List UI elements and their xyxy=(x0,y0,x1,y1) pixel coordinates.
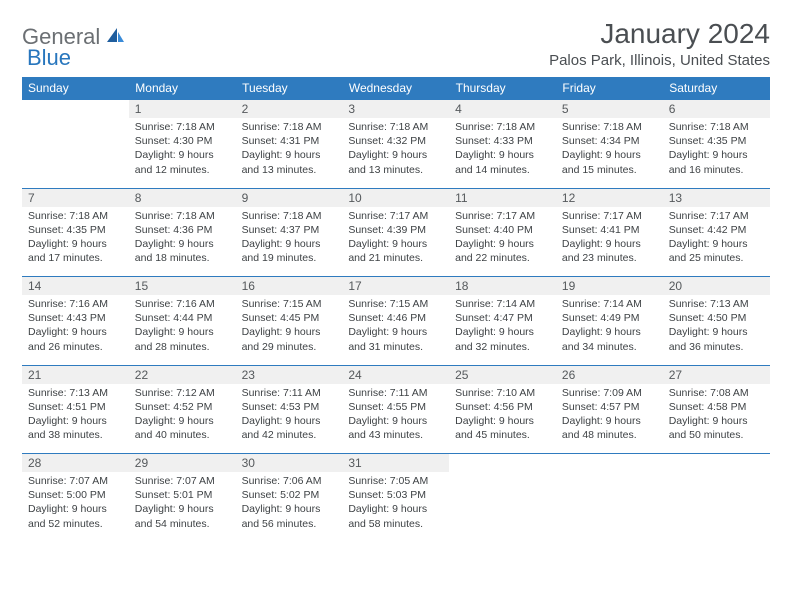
day-content-cell xyxy=(663,472,770,542)
day-number-cell: 10 xyxy=(342,188,449,207)
day-content-cell xyxy=(556,472,663,542)
day-content-cell: Sunrise: 7:18 AMSunset: 4:33 PMDaylight:… xyxy=(449,118,556,188)
content-row: Sunrise: 7:16 AMSunset: 4:43 PMDaylight:… xyxy=(22,295,770,365)
day-number-cell: 25 xyxy=(449,365,556,384)
logo-text-blue: Blue xyxy=(27,45,71,70)
day-content-cell: Sunrise: 7:15 AMSunset: 4:45 PMDaylight:… xyxy=(236,295,343,365)
day-number-cell: 9 xyxy=(236,188,343,207)
day-content-cell: Sunrise: 7:18 AMSunset: 4:32 PMDaylight:… xyxy=(342,118,449,188)
day-content-cell: Sunrise: 7:16 AMSunset: 4:44 PMDaylight:… xyxy=(129,295,236,365)
day-number-cell: 16 xyxy=(236,277,343,296)
day-number-cell: 12 xyxy=(556,188,663,207)
day-content-cell: Sunrise: 7:15 AMSunset: 4:46 PMDaylight:… xyxy=(342,295,449,365)
day-number-cell xyxy=(663,454,770,473)
day-number-cell: 1 xyxy=(129,100,236,119)
daynum-row: 21222324252627 xyxy=(22,365,770,384)
day-number-cell: 8 xyxy=(129,188,236,207)
day-content-cell: Sunrise: 7:16 AMSunset: 4:43 PMDaylight:… xyxy=(22,295,129,365)
day-number-cell: 6 xyxy=(663,100,770,119)
calendar-page: General January 2024 Palos Park, Illinoi… xyxy=(0,0,792,552)
day-number-cell: 19 xyxy=(556,277,663,296)
page-header: General January 2024 Palos Park, Illinoi… xyxy=(22,18,770,69)
location: Palos Park, Illinois, United States xyxy=(549,52,770,69)
day-header: Monday xyxy=(129,77,236,100)
day-number-cell: 26 xyxy=(556,365,663,384)
content-row: Sunrise: 7:13 AMSunset: 4:51 PMDaylight:… xyxy=(22,384,770,454)
day-number-cell: 24 xyxy=(342,365,449,384)
day-number-cell: 30 xyxy=(236,454,343,473)
daynum-row: 28293031 xyxy=(22,454,770,473)
day-header: Sunday xyxy=(22,77,129,100)
daynum-row: 123456 xyxy=(22,100,770,119)
day-content-cell: Sunrise: 7:10 AMSunset: 4:56 PMDaylight:… xyxy=(449,384,556,454)
day-content-cell: Sunrise: 7:18 AMSunset: 4:30 PMDaylight:… xyxy=(129,118,236,188)
day-number-cell: 18 xyxy=(449,277,556,296)
content-row: Sunrise: 7:18 AMSunset: 4:35 PMDaylight:… xyxy=(22,207,770,277)
day-number-cell: 3 xyxy=(342,100,449,119)
day-number-cell: 11 xyxy=(449,188,556,207)
day-header: Thursday xyxy=(449,77,556,100)
day-number-cell: 28 xyxy=(22,454,129,473)
day-header-row: Sunday Monday Tuesday Wednesday Thursday… xyxy=(22,77,770,100)
day-content-cell: Sunrise: 7:17 AMSunset: 4:40 PMDaylight:… xyxy=(449,207,556,277)
day-header: Tuesday xyxy=(236,77,343,100)
day-content-cell: Sunrise: 7:13 AMSunset: 4:50 PMDaylight:… xyxy=(663,295,770,365)
day-content-cell: Sunrise: 7:12 AMSunset: 4:52 PMDaylight:… xyxy=(129,384,236,454)
day-number-cell: 20 xyxy=(663,277,770,296)
day-number-cell: 22 xyxy=(129,365,236,384)
day-number-cell: 29 xyxy=(129,454,236,473)
day-content-cell: Sunrise: 7:18 AMSunset: 4:35 PMDaylight:… xyxy=(22,207,129,277)
day-content-cell: Sunrise: 7:11 AMSunset: 4:53 PMDaylight:… xyxy=(236,384,343,454)
day-content-cell xyxy=(449,472,556,542)
day-number-cell: 15 xyxy=(129,277,236,296)
day-content-cell: Sunrise: 7:18 AMSunset: 4:36 PMDaylight:… xyxy=(129,207,236,277)
day-number-cell: 4 xyxy=(449,100,556,119)
day-content-cell: Sunrise: 7:17 AMSunset: 4:39 PMDaylight:… xyxy=(342,207,449,277)
day-content-cell: Sunrise: 7:08 AMSunset: 4:58 PMDaylight:… xyxy=(663,384,770,454)
day-content-cell: Sunrise: 7:18 AMSunset: 4:31 PMDaylight:… xyxy=(236,118,343,188)
day-content-cell: Sunrise: 7:11 AMSunset: 4:55 PMDaylight:… xyxy=(342,384,449,454)
daynum-row: 78910111213 xyxy=(22,188,770,207)
day-number-cell: 13 xyxy=(663,188,770,207)
day-number-cell: 21 xyxy=(22,365,129,384)
daynum-row: 14151617181920 xyxy=(22,277,770,296)
day-number-cell xyxy=(449,454,556,473)
calendar-table: Sunday Monday Tuesday Wednesday Thursday… xyxy=(22,77,770,542)
day-number-cell: 2 xyxy=(236,100,343,119)
day-content-cell: Sunrise: 7:18 AMSunset: 4:37 PMDaylight:… xyxy=(236,207,343,277)
content-row: Sunrise: 7:07 AMSunset: 5:00 PMDaylight:… xyxy=(22,472,770,542)
day-content-cell: Sunrise: 7:14 AMSunset: 4:47 PMDaylight:… xyxy=(449,295,556,365)
day-header: Wednesday xyxy=(342,77,449,100)
day-number-cell: 31 xyxy=(342,454,449,473)
day-content-cell: Sunrise: 7:07 AMSunset: 5:00 PMDaylight:… xyxy=(22,472,129,542)
content-row: Sunrise: 7:18 AMSunset: 4:30 PMDaylight:… xyxy=(22,118,770,188)
day-content-cell: Sunrise: 7:14 AMSunset: 4:49 PMDaylight:… xyxy=(556,295,663,365)
day-header: Saturday xyxy=(663,77,770,100)
day-number-cell: 17 xyxy=(342,277,449,296)
day-content-cell: Sunrise: 7:09 AMSunset: 4:57 PMDaylight:… xyxy=(556,384,663,454)
day-number-cell: 27 xyxy=(663,365,770,384)
logo-blue-text-wrap: Blue xyxy=(27,45,71,71)
day-content-cell xyxy=(22,118,129,188)
day-number-cell: 14 xyxy=(22,277,129,296)
day-number-cell xyxy=(22,100,129,119)
day-number-cell: 5 xyxy=(556,100,663,119)
day-content-cell: Sunrise: 7:13 AMSunset: 4:51 PMDaylight:… xyxy=(22,384,129,454)
day-content-cell: Sunrise: 7:18 AMSunset: 4:35 PMDaylight:… xyxy=(663,118,770,188)
day-content-cell: Sunrise: 7:07 AMSunset: 5:01 PMDaylight:… xyxy=(129,472,236,542)
month-title: January 2024 xyxy=(549,18,770,50)
logo-sail-icon xyxy=(105,26,125,49)
day-content-cell: Sunrise: 7:18 AMSunset: 4:34 PMDaylight:… xyxy=(556,118,663,188)
day-number-cell: 7 xyxy=(22,188,129,207)
title-block: January 2024 Palos Park, Illinois, Unite… xyxy=(549,18,770,69)
day-number-cell xyxy=(556,454,663,473)
day-content-cell: Sunrise: 7:06 AMSunset: 5:02 PMDaylight:… xyxy=(236,472,343,542)
day-content-cell: Sunrise: 7:17 AMSunset: 4:42 PMDaylight:… xyxy=(663,207,770,277)
day-content-cell: Sunrise: 7:05 AMSunset: 5:03 PMDaylight:… xyxy=(342,472,449,542)
day-content-cell: Sunrise: 7:17 AMSunset: 4:41 PMDaylight:… xyxy=(556,207,663,277)
day-number-cell: 23 xyxy=(236,365,343,384)
day-header: Friday xyxy=(556,77,663,100)
